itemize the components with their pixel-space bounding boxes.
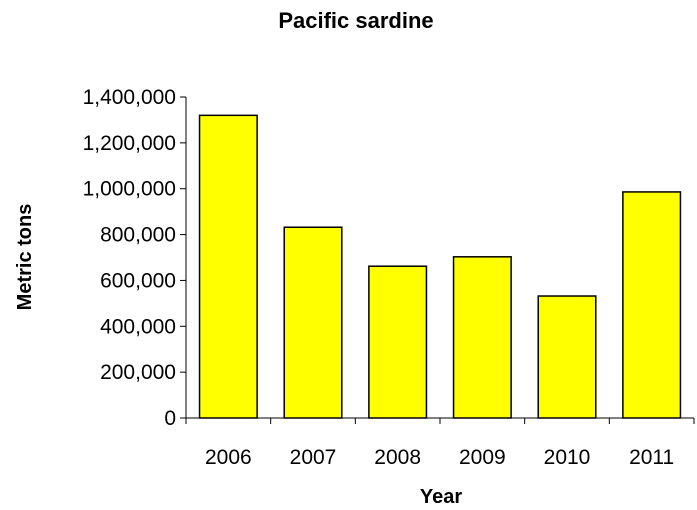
y-tick-label: 800,000	[100, 224, 176, 247]
x-axis-title: Year	[420, 486, 462, 508]
y-tick-label: 1,000,000	[83, 178, 176, 201]
y-tick-label: 1,200,000	[83, 132, 176, 155]
x-tick-label: 2007	[290, 446, 337, 469]
bars-layer	[198, 114, 682, 419]
bar-2008	[368, 265, 428, 419]
bar-2011	[622, 191, 682, 419]
chart-title: Pacific sardine	[278, 8, 433, 33]
bar-2009	[452, 256, 512, 419]
x-tick-label: 2010	[544, 446, 591, 469]
y-axis-title: Metric tons	[14, 204, 36, 311]
bar-2007	[283, 226, 343, 419]
y-tick-label: 200,000	[100, 361, 176, 384]
x-tick-label: 2008	[374, 446, 421, 469]
x-tick-label: 2009	[459, 446, 506, 469]
bar-2006	[198, 114, 258, 419]
x-axis-ticks: 2006 2007 2008 2009 2010 2011	[185, 418, 695, 469]
y-tick-label: 600,000	[100, 269, 176, 292]
y-tick-label: 0	[164, 407, 176, 430]
y-tick-label: 400,000	[100, 315, 176, 338]
y-axis-ticks: 0 200,000 400,000 600,000 800,000 1,000,000 1,…	[83, 86, 186, 430]
y-tick-label: 1,400,000	[83, 86, 176, 109]
x-tick-label: 2006	[205, 446, 252, 469]
bar-2010	[537, 295, 597, 419]
x-tick-label: 2011	[629, 446, 674, 469]
